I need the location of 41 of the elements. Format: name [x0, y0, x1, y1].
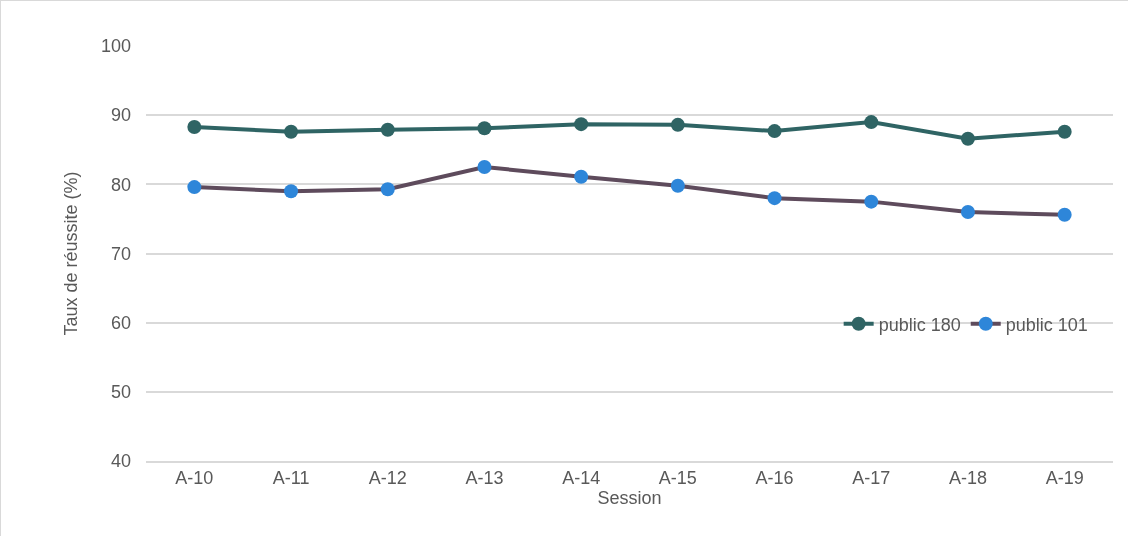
- x-tick-label: A-18: [948, 468, 987, 489]
- point: [380, 182, 395, 197]
- point: [477, 121, 492, 136]
- x-tick-label: A-11: [272, 468, 310, 489]
- point: [187, 119, 202, 134]
- point: [1057, 124, 1072, 139]
- point: [187, 180, 202, 195]
- x-axis-title: Session: [597, 488, 662, 509]
- x-tick-label: A-19: [1045, 468, 1084, 489]
- point: [380, 122, 395, 137]
- y-tick-label: 70: [110, 243, 131, 264]
- point: [574, 169, 589, 184]
- y-tick-label: 100: [100, 36, 131, 57]
- legend-label: public 180: [878, 314, 961, 335]
- x-tick-label: A-15: [658, 468, 697, 489]
- x-tick-label: A-16: [755, 468, 794, 489]
- y-tick-label: 80: [110, 174, 131, 195]
- point: [574, 117, 589, 132]
- point: [767, 124, 782, 139]
- x-tick-label: A-12: [368, 468, 407, 489]
- y-axis-title: Taux de réussite (%): [61, 171, 82, 336]
- point: [864, 115, 879, 130]
- point: [284, 184, 299, 199]
- legend-label: public 101: [1005, 314, 1088, 335]
- y-tick-label: 50: [110, 382, 131, 403]
- y-tick-label: 90: [110, 105, 131, 126]
- point: [960, 205, 975, 219]
- y-tick-label: 40: [110, 451, 131, 472]
- point: [670, 117, 685, 132]
- point: [284, 124, 299, 139]
- x-tick-label: A-10: [175, 468, 214, 489]
- point: [767, 191, 782, 206]
- point: [670, 178, 685, 193]
- point: [1057, 207, 1072, 222]
- y-tick-label: 60: [110, 312, 131, 333]
- x-tick-label: A-14: [562, 468, 601, 489]
- x-tick-label: A-13: [465, 468, 504, 489]
- point: [960, 131, 975, 146]
- point: [864, 194, 879, 209]
- point: [477, 160, 492, 175]
- x-tick-label: A-17: [852, 468, 891, 489]
